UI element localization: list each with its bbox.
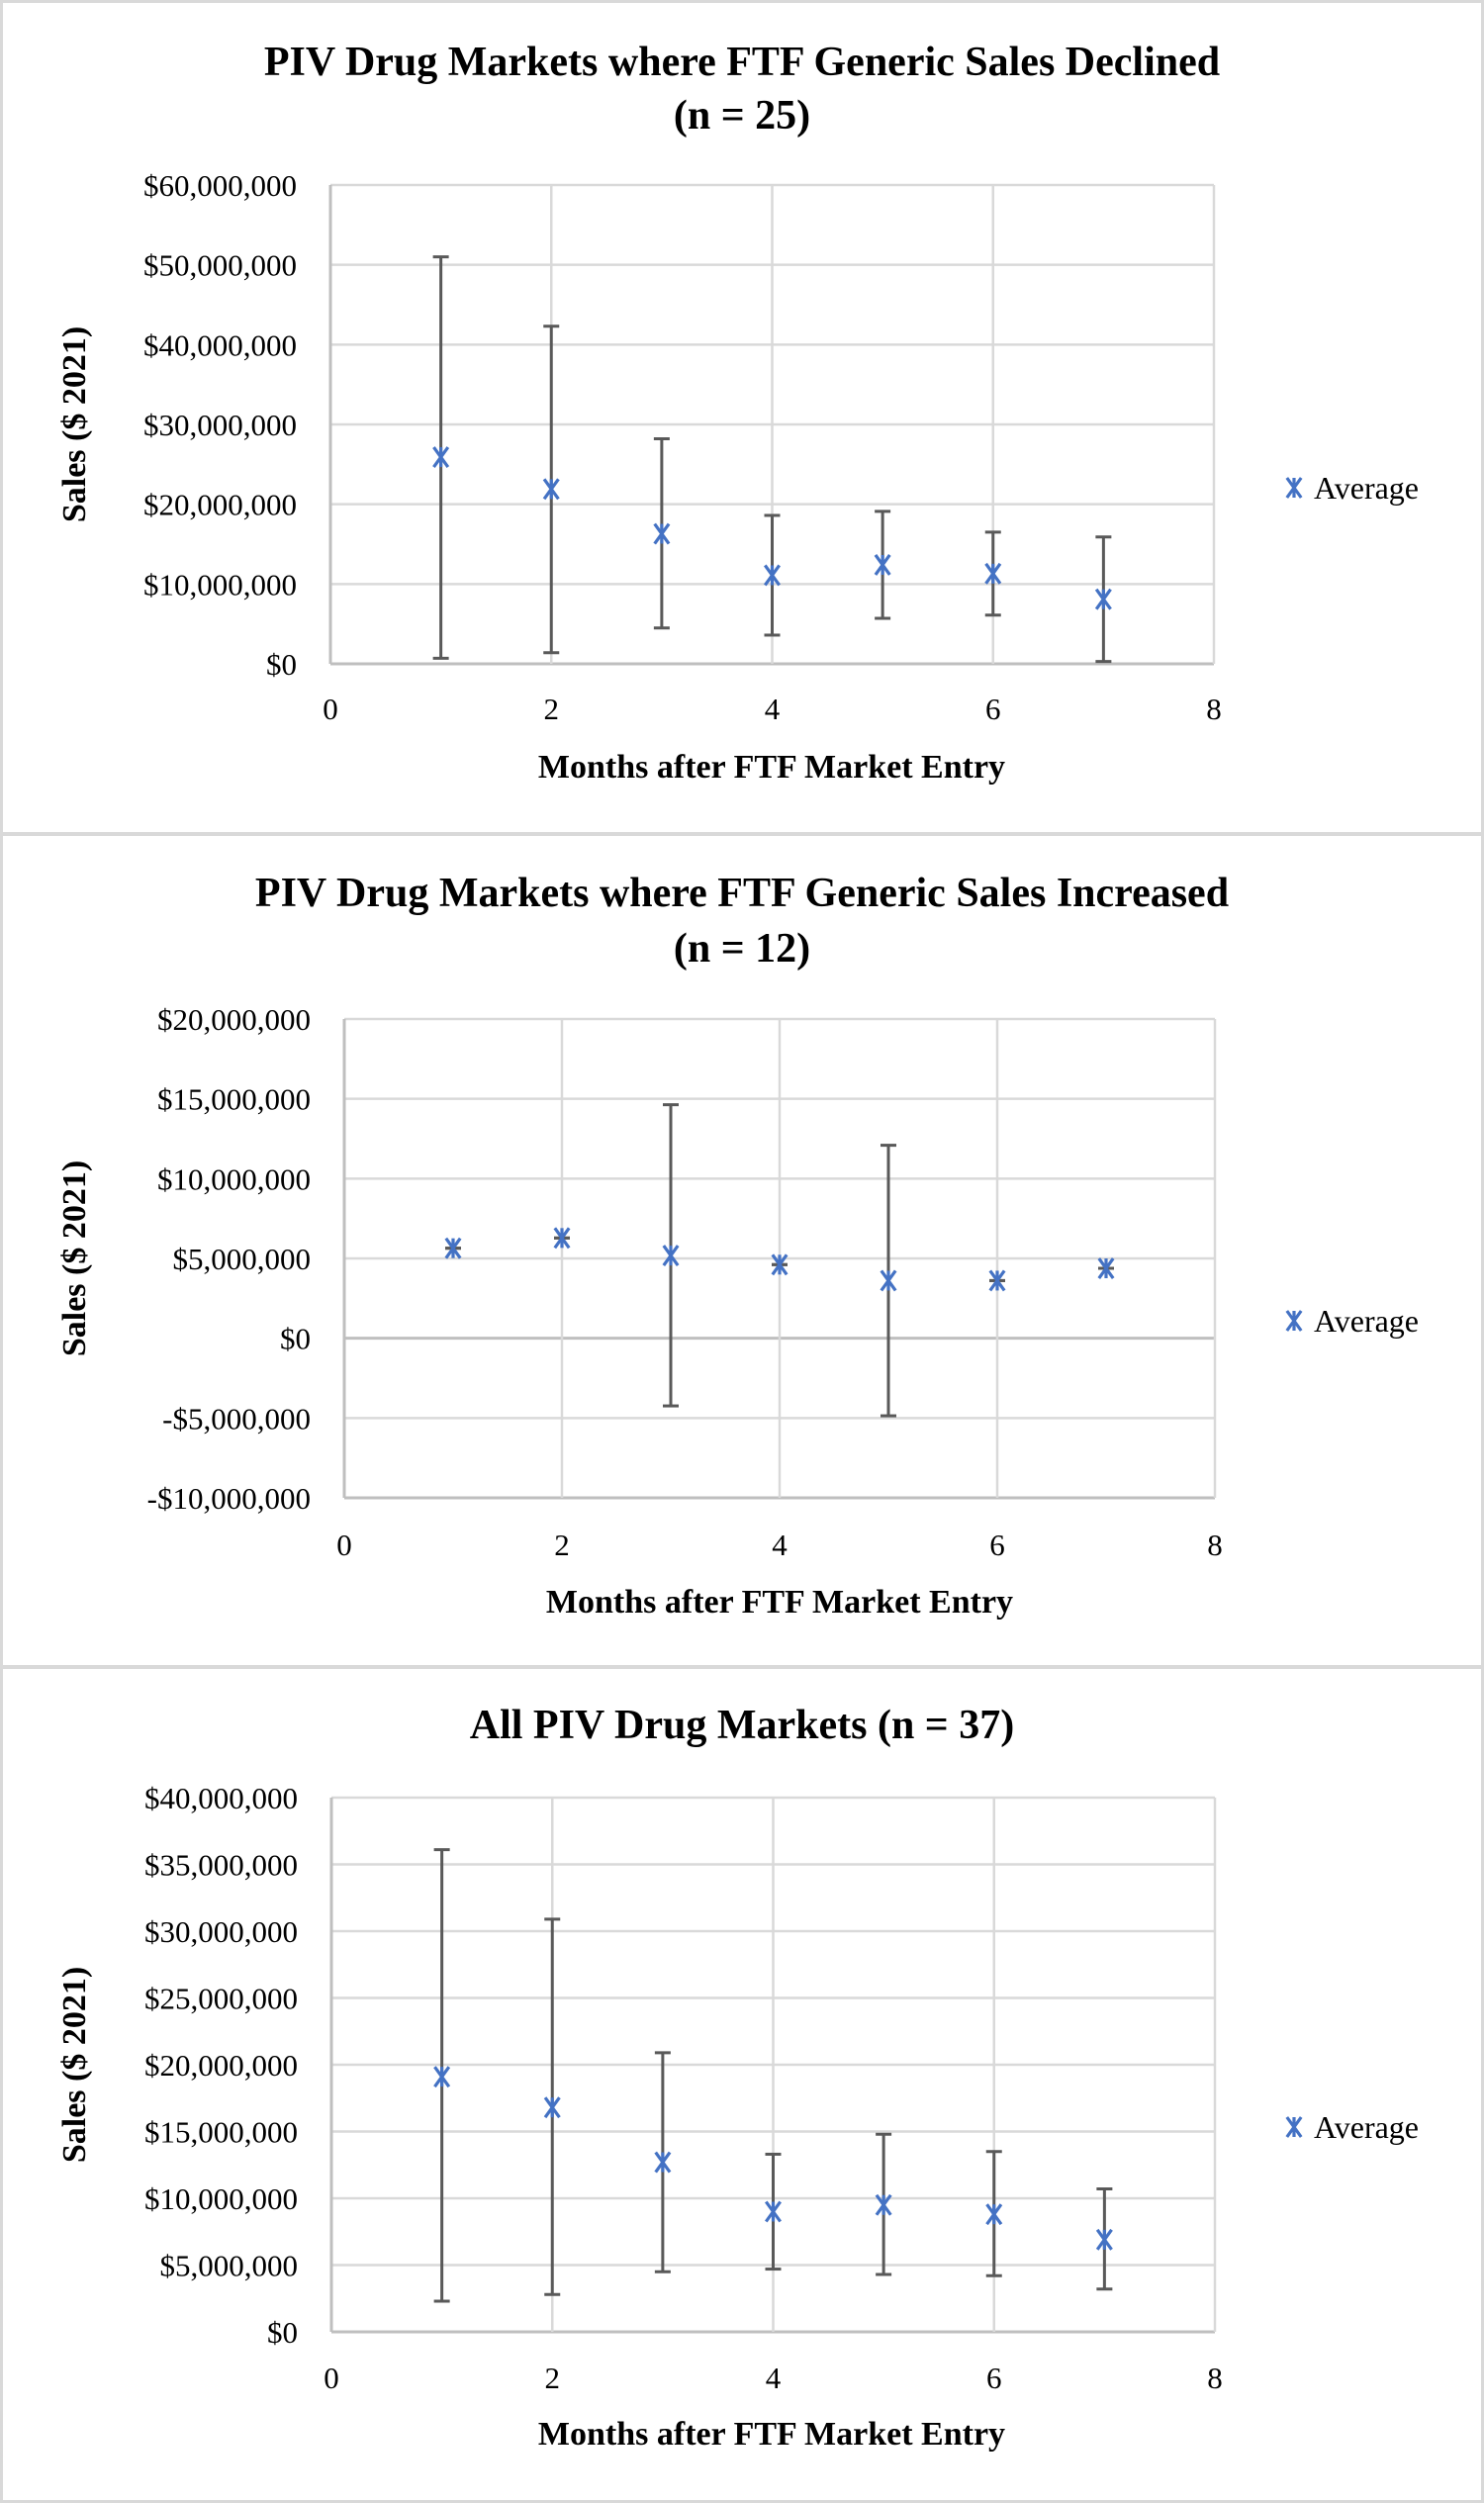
y-tick-label: $0 — [280, 1322, 311, 1356]
data-point-average — [662, 1245, 680, 1267]
y-tick-label: $0 — [267, 2315, 298, 2350]
chart-subtitle: (n = 25) — [674, 93, 810, 139]
x-tick-label: 2 — [544, 692, 560, 726]
y-tick-label: $35,000,000 — [144, 1848, 298, 1883]
chart-title: PIV Drug Markets where FTF Generic Sales… — [255, 871, 1229, 916]
y-tick-label: $25,000,000 — [144, 1982, 298, 2016]
legend-label: Average — [1314, 1303, 1419, 1339]
asterisk-icon — [1285, 2116, 1303, 2138]
data-point-average — [988, 1269, 1006, 1292]
legend-marker-asterisk-icon — [1285, 1310, 1303, 1332]
x-tick-label: 0 — [324, 2361, 339, 2395]
data-point-average — [1097, 1257, 1115, 1279]
y-tick-label: $20,000,000 — [144, 2048, 298, 2083]
legend-marker-asterisk-icon — [1285, 477, 1303, 499]
y-tick-label: $10,000,000 — [143, 567, 297, 602]
x-axis-title: Months after FTF Market Entry — [538, 2416, 1005, 2453]
x-tick-label: 2 — [545, 2361, 561, 2395]
y-tick-label: $15,000,000 — [157, 1082, 311, 1117]
y-tick-label: $5,000,000 — [160, 2249, 299, 2283]
data-point-average — [433, 2066, 451, 2088]
data-point-average — [874, 554, 891, 576]
y-tick-label: $0 — [266, 647, 297, 682]
y-tick-label: -$10,000,000 — [147, 1481, 311, 1516]
y-tick-label: $10,000,000 — [157, 1161, 311, 1196]
data-point-average — [543, 2096, 561, 2119]
chart-declined: PIV Drug Markets where FTF Generic Sales… — [56, 40, 1419, 786]
chart-title: All PIV Drug Markets (n = 37) — [470, 1703, 1014, 1748]
data-point-average — [444, 1237, 462, 1259]
x-tick-label: 6 — [989, 1528, 1005, 1562]
data-point-average — [1094, 588, 1112, 610]
y-tick-label: $30,000,000 — [144, 1914, 298, 1949]
x-tick-label: 8 — [1207, 1528, 1223, 1562]
y-tick-label: $10,000,000 — [144, 2181, 298, 2216]
data-point-average — [765, 2200, 782, 2223]
x-tick-label: 8 — [1207, 2361, 1223, 2395]
y-tick-label: $60,000,000 — [143, 168, 297, 203]
data-point-average — [553, 1227, 571, 1250]
data-point-average — [654, 2151, 672, 2174]
data-point-average — [771, 1253, 788, 1276]
data-point-average — [1095, 2228, 1113, 2251]
chart-subtitle: (n = 12) — [674, 926, 810, 972]
asterisk-icon — [1285, 1310, 1303, 1332]
y-tick-label: $50,000,000 — [143, 248, 297, 283]
data-point-average — [764, 564, 781, 587]
data-point-average — [432, 446, 450, 469]
y-tick-label: -$5,000,000 — [162, 1401, 311, 1436]
x-axis-title: Months after FTF Market Entry — [546, 1584, 1013, 1621]
legend: Average — [1285, 470, 1419, 506]
data-point-average — [542, 478, 560, 501]
y-axis-title: Sales ($ 2021) — [56, 1967, 93, 2163]
legend-label: Average — [1314, 2109, 1419, 2145]
data-point-average — [653, 522, 671, 545]
x-tick-label: 6 — [986, 2361, 1002, 2395]
legend-marker-asterisk-icon — [1285, 2116, 1303, 2138]
chart-all: All PIV Drug Markets (n = 37) Sales ($ 2… — [56, 1703, 1419, 2453]
x-tick-label: 4 — [765, 692, 781, 726]
legend: Average — [1285, 1303, 1419, 1339]
asterisk-icon — [1285, 477, 1303, 499]
x-tick-label: 4 — [772, 1528, 788, 1562]
data-point-average — [875, 2193, 892, 2216]
legend: Average — [1285, 2109, 1419, 2145]
data-point-average — [985, 2203, 1003, 2226]
chart-title: PIV Drug Markets where FTF Generic Sales… — [264, 40, 1220, 85]
x-tick-label: 8 — [1206, 692, 1222, 726]
x-tick-label: 0 — [336, 1528, 352, 1562]
x-tick-label: 4 — [766, 2361, 782, 2395]
y-axis-title: Sales ($ 2021) — [56, 326, 93, 522]
chart-increased: PIV Drug Markets where FTF Generic Sales… — [56, 871, 1419, 1621]
x-tick-label: 0 — [323, 692, 338, 726]
y-tick-label: $20,000,000 — [157, 1002, 311, 1037]
x-tick-label: 6 — [985, 692, 1001, 726]
y-tick-label: $30,000,000 — [143, 408, 297, 442]
x-tick-label: 2 — [554, 1528, 570, 1562]
y-axis-title: Sales ($ 2021) — [56, 1160, 93, 1356]
y-tick-label: $40,000,000 — [143, 327, 297, 362]
y-tick-label: $20,000,000 — [143, 488, 297, 522]
y-tick-label: $15,000,000 — [144, 2115, 298, 2150]
y-tick-label: $40,000,000 — [144, 1781, 298, 1815]
y-tick-label: $5,000,000 — [173, 1242, 312, 1276]
x-axis-title: Months after FTF Market Entry — [538, 749, 1005, 786]
legend-label: Average — [1314, 470, 1419, 506]
data-point-average — [984, 562, 1002, 585]
data-point-average — [880, 1269, 897, 1292]
